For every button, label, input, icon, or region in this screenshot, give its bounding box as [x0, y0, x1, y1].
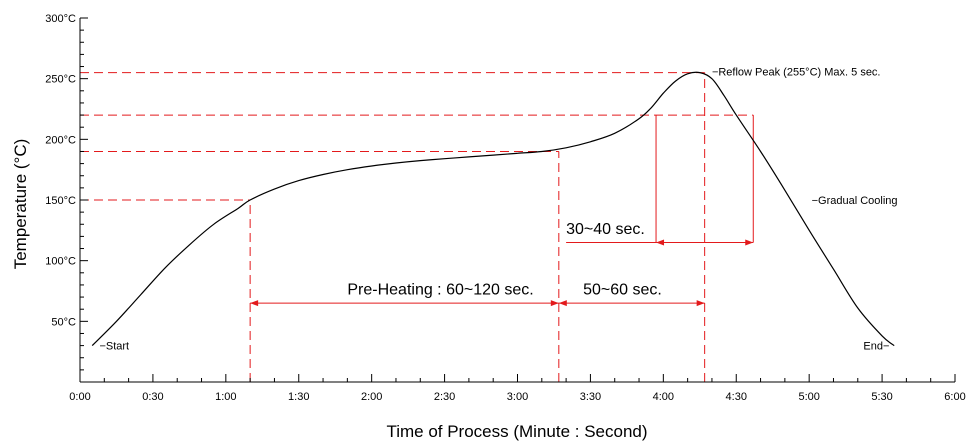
- span-label-0: Pre-Heating : 60~120 sec.: [347, 282, 533, 299]
- x-tick-label-11: 5:30: [871, 391, 892, 403]
- x-tick-label-12: 6:00: [944, 391, 965, 403]
- x-tick-label-9: 4:30: [726, 391, 747, 403]
- y-tick-label-3: 200°C: [45, 134, 76, 146]
- span-arrow-left-2: [656, 239, 665, 246]
- x-tick-label-5: 2:30: [434, 391, 455, 403]
- y-axis-title: Temperature (°C): [11, 139, 30, 270]
- span-arrows-layer: [250, 239, 754, 307]
- x-tick-label-2: 1:00: [215, 391, 236, 403]
- span-arrow-right-0: [550, 300, 559, 307]
- annotation-1: End−: [863, 341, 889, 353]
- span-arrow-left-0: [250, 300, 259, 307]
- y-tick-label-1: 100°C: [45, 256, 76, 268]
- span-arrow-left-1: [558, 300, 567, 307]
- x-axis-title: Time of Process (Minute : Second): [386, 422, 647, 441]
- annotation-3: −Gradual Cooling: [812, 195, 898, 207]
- x-tick-label-10: 5:00: [798, 391, 819, 403]
- x-tick-label-4: 2:00: [361, 391, 382, 403]
- x-tick-label-1: 0:30: [142, 391, 163, 403]
- annotation-2: −Reflow Peak (255°C) Max. 5 sec.: [712, 66, 881, 78]
- span-arrow-right-2: [745, 239, 754, 246]
- x-tick-label-6: 3:00: [507, 391, 528, 403]
- y-tick-label-0: 50°C: [51, 316, 76, 328]
- curve-layer: [91, 71, 895, 347]
- y-tick-label-5: 300°C: [45, 13, 76, 25]
- axes-layer: [79, 17, 956, 383]
- temperature-curve-line: [91, 71, 895, 347]
- text-layer: Pre-Heating : 60~120 sec. 50~60 sec. 30~40…: [45, 13, 965, 403]
- span-arrow-right-1: [696, 300, 705, 307]
- span-label-1: 50~60 sec.: [583, 282, 662, 299]
- x-tick-label-3: 1:30: [288, 391, 309, 403]
- x-tick-label-0: 0:00: [69, 391, 90, 403]
- annotation-0: −Start: [99, 341, 129, 353]
- span-label-2: 30~40 sec.: [566, 221, 645, 238]
- x-tick-label-8: 4:00: [653, 391, 674, 403]
- y-tick-label-4: 250°C: [45, 74, 76, 86]
- reference-lines-layer: [80, 72, 754, 382]
- y-tick-label-2: 150°C: [45, 195, 76, 207]
- x-tick-label-7: 3:30: [580, 391, 601, 403]
